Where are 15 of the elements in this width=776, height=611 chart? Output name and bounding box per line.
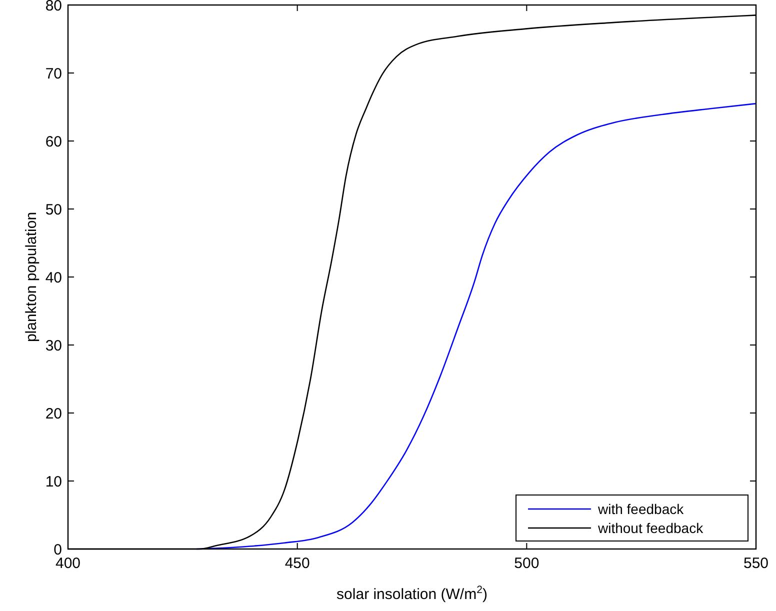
x-tick-label: 550 — [743, 555, 769, 572]
legend-label: with feedback — [597, 500, 685, 517]
x-tick-label: 450 — [284, 555, 310, 572]
y-tick-label: 40 — [45, 269, 62, 286]
y-tick-label: 50 — [45, 201, 62, 218]
y-tick-label: 80 — [45, 0, 62, 14]
y-tick-label: 10 — [45, 473, 62, 490]
x-tick-label: 500 — [514, 555, 540, 572]
y-tick-label: 60 — [45, 133, 62, 150]
y-tick-label: 20 — [45, 405, 62, 422]
y-tick-label: 30 — [45, 337, 62, 354]
legend-label: without feedback — [597, 520, 704, 536]
x-axis-title: solar insolation (W/m$^{2}$) — [336, 584, 488, 603]
y-axis-title: plankton population — [23, 212, 40, 342]
y-tick-label: 70 — [45, 65, 62, 82]
